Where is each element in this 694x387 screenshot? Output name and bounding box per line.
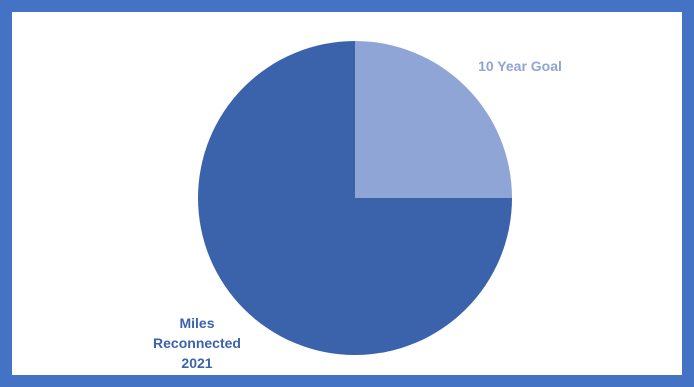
pie-slice-goal <box>355 41 512 198</box>
pie-chart: 10 Year Goal Miles Reconnected 2021 <box>153 41 562 371</box>
slice-label-goal: 10 Year Goal <box>478 58 562 74</box>
pie-slice-reconnected <box>198 41 512 355</box>
slice-label-reconnected: Miles Reconnected 2021 <box>153 315 241 371</box>
